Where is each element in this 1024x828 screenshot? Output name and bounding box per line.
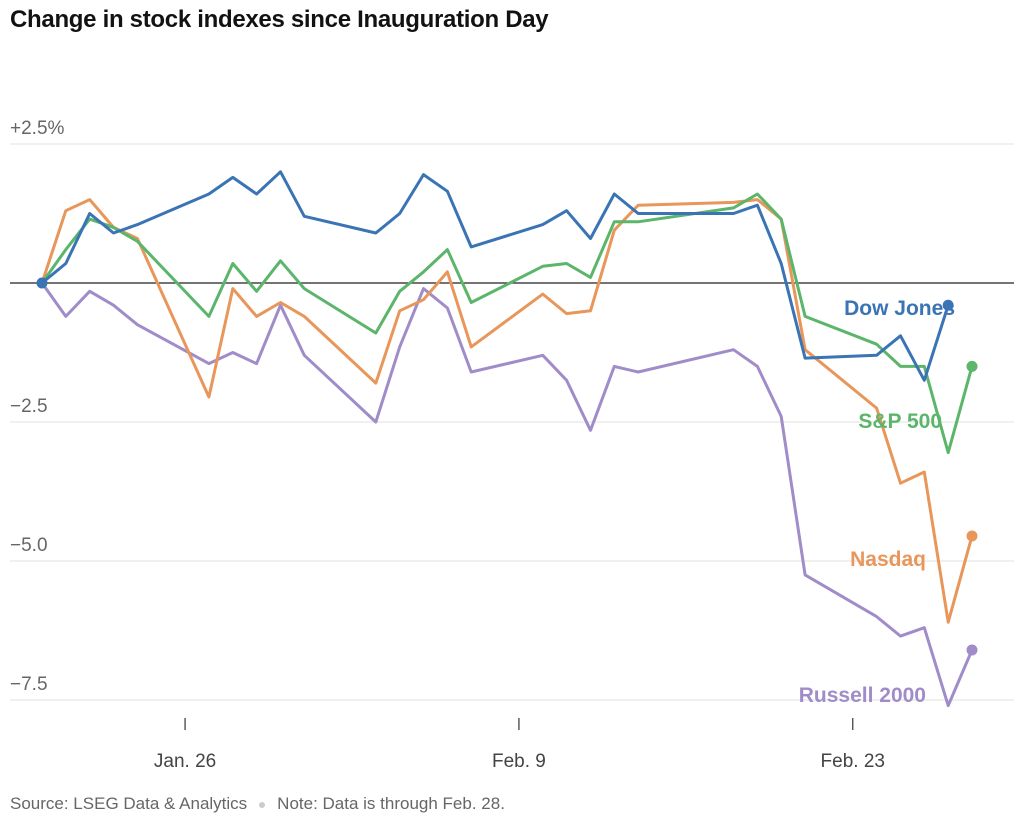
series-start-point	[36, 277, 48, 289]
note-text: Note: Data is through Feb. 28.	[277, 794, 505, 813]
series-label-s-p-500: S&P 500	[858, 410, 942, 433]
x-tick-label: Feb. 23	[821, 751, 885, 772]
series-line-nasdaq	[40, 198, 974, 624]
x-tick-label: Jan. 26	[154, 751, 216, 772]
source-text: Source: LSEG Data & Analytics	[10, 794, 248, 813]
y-tick-label: +2.5%	[10, 118, 65, 139]
y-tick-label: −5.0	[10, 535, 48, 556]
series-line-russell-2000	[40, 281, 974, 708]
y-tick-label: −2.5	[10, 396, 48, 417]
chart-title: Change in stock indexes since Inaugurati…	[10, 6, 549, 33]
separator-dot	[259, 801, 266, 808]
series-label-dow-jones: Dow Jones	[844, 297, 955, 320]
series-endpoint-dow-jones	[942, 299, 954, 311]
x-tick-label: Feb. 9	[492, 751, 546, 772]
chart-footer: Source: LSEG Data & Analytics Note: Data …	[10, 794, 505, 814]
line-chart: +2.5% −2.5 −5.0 −7.5 Jan. 26 Feb. 9 Feb. 23 Dow…	[10, 118, 1014, 772]
y-tick-label: −7.5	[10, 674, 48, 695]
series-line-dow-jones	[40, 170, 950, 382]
series-endpoint-s-p-500	[966, 360, 978, 372]
series-label-russell-2000: Russell 2000	[799, 684, 926, 707]
series-line-s-p-500	[40, 192, 974, 455]
series-label-nasdaq: Nasdaq	[850, 548, 926, 571]
series-endpoint-russell-2000	[966, 644, 978, 656]
series-endpoint-nasdaq	[966, 530, 978, 542]
